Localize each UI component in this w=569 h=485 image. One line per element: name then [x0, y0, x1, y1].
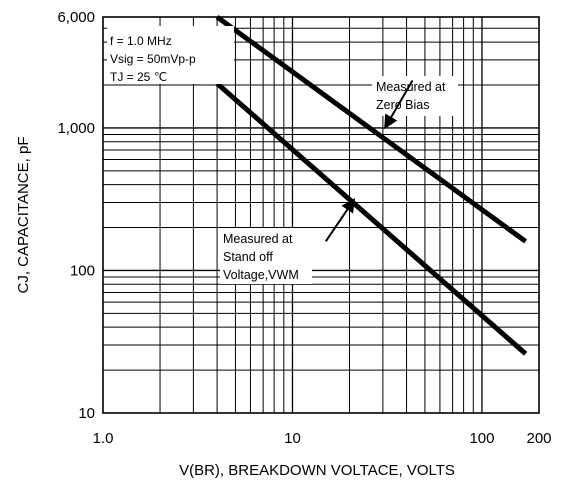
y-axis-title: CJ, CAPACITANCE, pF	[15, 137, 32, 294]
condition-frequency: f = 1.0 MHz	[110, 34, 172, 48]
condition-vsig: Vsig = 50mVp-p	[110, 52, 196, 66]
y-tick-label: 6,000	[57, 9, 95, 26]
y-tick-label: 1,000	[57, 120, 95, 137]
conditions-box: f = 1.0 MHz Vsig = 50mVp-p TJ = 25 ℃	[107, 26, 234, 84]
annotation-zero-bias-background	[372, 76, 458, 116]
annotation-standoff-line-3: Voltage,VWM	[223, 268, 299, 282]
series-line-1	[215, 81, 528, 356]
annotation-standoff-line-2: Stand off	[223, 250, 273, 264]
y-tick-label: 10	[78, 405, 95, 422]
annotation-zero-bias-line-1: Measured at	[376, 80, 446, 94]
y-tick-labels: 10 100 1,000 6,000	[57, 9, 95, 422]
annotation-zero-bias: Measured at Zero Bias	[372, 76, 458, 116]
x-axis-title: V(BR), BREAKDOWN VOLTACE, VOLTS	[179, 462, 455, 479]
series-line-0	[215, 14, 528, 244]
conditions-box-background	[107, 26, 234, 84]
annotation-arrow-1	[325, 198, 356, 242]
condition-temperature: TJ = 25 ℃	[110, 70, 167, 84]
x-tick-label: 10	[284, 430, 301, 447]
annotation-arrows	[325, 80, 414, 242]
annotation-zero-bias-line-2: Zero Bias	[376, 98, 430, 112]
annotation-arrow-0	[384, 80, 414, 130]
x-tick-label: 200	[526, 430, 551, 447]
x-tick-label: 1.0	[93, 430, 114, 447]
y-tick-label: 100	[70, 262, 95, 279]
series-layer	[215, 14, 528, 356]
annotation-standoff: Measured at Stand off Voltage,VWM	[220, 228, 312, 284]
x-tick-label: 100	[469, 430, 494, 447]
x-tick-labels: 1.0 10 100 200	[93, 430, 552, 447]
annotation-standoff-background	[220, 228, 312, 284]
annotation-standoff-line-1: Measured at	[223, 232, 293, 246]
plot-frame	[102, 16, 540, 414]
